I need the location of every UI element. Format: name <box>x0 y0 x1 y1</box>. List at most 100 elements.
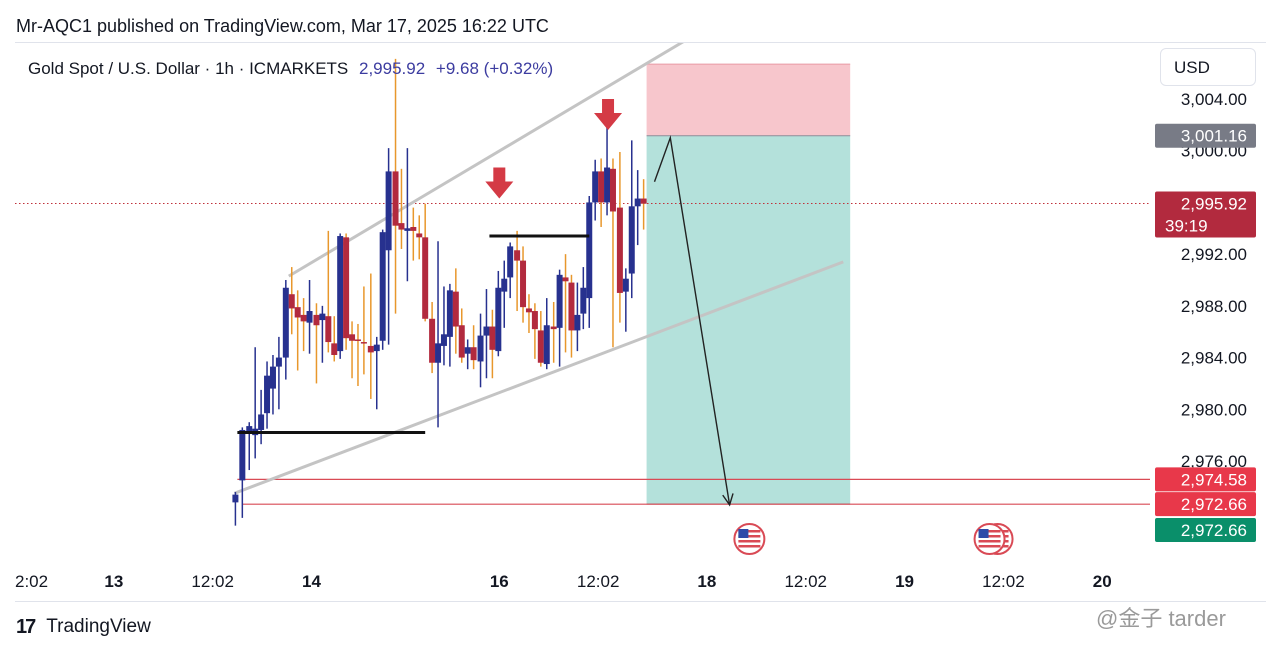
candle-body <box>325 316 332 343</box>
candle-body <box>313 314 320 326</box>
y-axis-tick-label: 2,980.00 <box>1181 400 1247 419</box>
candle <box>562 254 569 353</box>
price-axis-badge: 3,001.16 <box>1155 123 1256 148</box>
y-axis-tick-label: 2,988.00 <box>1181 297 1247 316</box>
price-change: +9.68 (+0.32%) <box>435 59 554 78</box>
candle <box>514 230 521 312</box>
candle <box>349 321 356 379</box>
y-axis-tick-label: 3,004.00 <box>1181 90 1247 109</box>
candle-body <box>470 347 477 361</box>
candle <box>385 148 392 345</box>
candle <box>483 289 490 379</box>
candle <box>598 158 605 227</box>
candle <box>258 389 265 445</box>
candle-body <box>422 237 429 319</box>
candle <box>586 195 593 328</box>
candle-body <box>269 366 276 389</box>
candle <box>464 339 471 370</box>
x-axis-tick-label: 16 <box>490 572 509 591</box>
candle-body <box>232 494 239 503</box>
x-axis-tick-label: 12:02 <box>577 572 620 591</box>
candle-body <box>514 250 521 261</box>
x-axis-tick-label: 19 <box>895 572 914 591</box>
candle <box>495 270 502 357</box>
candle-body <box>264 375 271 414</box>
candle-body <box>586 202 593 299</box>
candle <box>410 207 417 261</box>
channel-line <box>233 260 844 495</box>
candle-body <box>246 426 253 433</box>
symbol-legend[interactable]: Gold Spot / U.S. Dollar · 1h · ICMARKETS… <box>28 59 553 79</box>
candle <box>634 170 641 246</box>
us-flag-icon <box>733 523 766 555</box>
candle <box>580 267 587 330</box>
candle <box>275 336 282 410</box>
candle <box>470 325 477 370</box>
candle-body <box>622 278 629 292</box>
candle <box>507 242 514 299</box>
candle-body <box>446 290 453 337</box>
price-chart[interactable]: 2:02 13 12:02 14 16 12:02 18 12:02 19 12:02 20 3,00… <box>15 43 1266 601</box>
candle <box>294 290 301 371</box>
candle <box>313 303 320 384</box>
candle <box>288 267 295 335</box>
candle <box>435 241 442 428</box>
badge-background <box>1155 123 1256 148</box>
currency-selector[interactable]: USD <box>1160 48 1256 86</box>
brand-name: TradingView <box>46 616 151 637</box>
candle-body <box>537 330 544 363</box>
candle <box>354 323 361 387</box>
candle-body <box>616 207 623 293</box>
candle-body <box>634 198 641 207</box>
candle-body <box>360 342 367 344</box>
chart-frame: 2:02 13 12:02 14 16 12:02 18 12:02 19 12:02 20 3,00… <box>15 42 1266 602</box>
candle <box>604 124 611 216</box>
candle-body <box>392 171 399 226</box>
economic-event-icon <box>733 523 766 555</box>
candle-body <box>337 236 344 352</box>
x-axis-tick-label: 12:02 <box>784 572 827 591</box>
candle <box>246 422 253 471</box>
last-price: 2,995.92 <box>359 59 426 78</box>
candle-body <box>543 325 550 365</box>
candle <box>477 313 484 388</box>
flag-stripe <box>738 540 761 543</box>
candle <box>616 152 623 323</box>
take-profit-zone <box>646 135 851 505</box>
candle-body <box>550 326 557 330</box>
candle <box>520 246 527 323</box>
symbol-name: Gold Spot / U.S. Dollar · 1h · ICMARKETS <box>28 59 349 78</box>
us-flag-icon <box>973 523 1006 555</box>
flag-stripe <box>738 535 761 538</box>
candle-body <box>452 291 459 327</box>
candle <box>525 294 532 334</box>
plot-area <box>15 43 1150 526</box>
candle-body <box>300 314 307 322</box>
candle <box>422 203 429 322</box>
candle-body <box>440 334 447 346</box>
price-axis-badge: 2,974.58 <box>1155 467 1256 492</box>
candle <box>379 229 386 350</box>
candle <box>337 233 344 359</box>
candle-body <box>568 282 575 331</box>
x-axis-tick-label: 13 <box>104 572 123 591</box>
x-axis-tick-label: 12:02 <box>191 572 234 591</box>
candle <box>446 283 453 367</box>
badge-label: 2,972.66 <box>1181 521 1247 540</box>
candle-body <box>628 206 635 274</box>
candle <box>640 179 647 230</box>
candle-body <box>501 278 508 292</box>
channel-line <box>288 43 684 278</box>
candle-body <box>598 171 605 203</box>
x-axis-tick-label: 2:02 <box>15 572 48 591</box>
candle <box>392 58 399 314</box>
candle <box>440 286 447 366</box>
footer-brand[interactable]: 17 TradingView <box>16 615 151 639</box>
candle-body <box>477 335 484 362</box>
badge-label: 2,972.66 <box>1181 495 1247 514</box>
down-arrow-marker <box>594 99 623 130</box>
candle-body <box>294 307 301 318</box>
flag-canton <box>978 529 989 538</box>
flag-stripe <box>978 535 1001 538</box>
candle-body <box>343 237 350 339</box>
